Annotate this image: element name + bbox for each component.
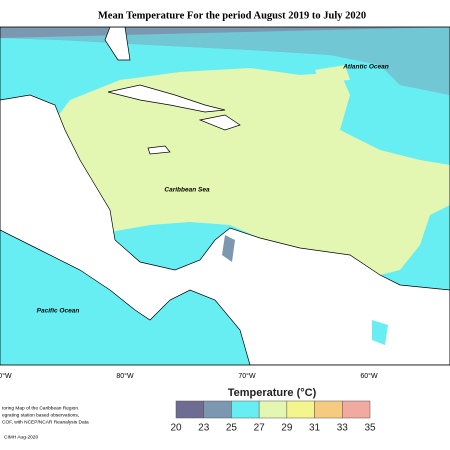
jamaica bbox=[147, 145, 171, 155]
hispaniola bbox=[198, 114, 241, 131]
legend-swatch bbox=[258, 400, 288, 419]
lake bbox=[222, 235, 235, 262]
legend-swatch bbox=[342, 400, 371, 419]
legend-tick: 35 bbox=[364, 423, 376, 434]
map-title: Mean Temperature For the period August 2… bbox=[98, 10, 366, 21]
band bbox=[0, 27, 450, 95]
longitude-label: 90°W bbox=[0, 372, 12, 380]
place-label: Caribbean Sea bbox=[164, 187, 210, 194]
legend-tick: 31 bbox=[309, 423, 321, 434]
note: egrating station based observations, bbox=[2, 412, 79, 418]
cuba bbox=[107, 84, 226, 113]
legend-tick: 23 bbox=[198, 423, 210, 434]
legend-tick: 20 bbox=[170, 423, 182, 434]
map-frame bbox=[0, 26, 450, 366]
place-label: Pacific Ocean bbox=[37, 308, 80, 315]
longitude-label: 70°W bbox=[238, 372, 256, 380]
legend-swatch bbox=[203, 400, 232, 419]
note: CIMH Aug-2020 bbox=[4, 434, 38, 440]
legend-tick: 27 bbox=[254, 423, 266, 434]
mainland bbox=[0, 94, 450, 365]
longitude-label: 60°W bbox=[360, 372, 378, 380]
legend-swatch bbox=[286, 400, 315, 419]
note: COF, with NCEP/NCAR Reanalysis Data bbox=[2, 419, 89, 425]
legend: 20 23 25 27 29 31 33 35 bbox=[170, 400, 376, 434]
legend-swatch bbox=[314, 400, 343, 419]
warm-patch bbox=[315, 65, 350, 82]
warm-zone bbox=[55, 68, 450, 275]
legend-tick: 29 bbox=[281, 423, 293, 434]
longitude-label: 80°W bbox=[116, 372, 134, 380]
florida bbox=[104, 27, 131, 61]
legend-swatch bbox=[231, 400, 260, 419]
place-label: Atlantic Ocean bbox=[342, 64, 389, 71]
legend-title: Temperature (°C) bbox=[228, 387, 317, 399]
legend-tick: 33 bbox=[337, 423, 349, 434]
note: toring Map of the Caribbean Region. bbox=[2, 405, 79, 411]
legend-tick: 25 bbox=[226, 423, 238, 434]
map: Atlantic Ocean Caribbean Sea Pacific Oce… bbox=[0, 26, 450, 366]
inland bbox=[372, 320, 388, 345]
legend-swatch bbox=[175, 400, 204, 419]
